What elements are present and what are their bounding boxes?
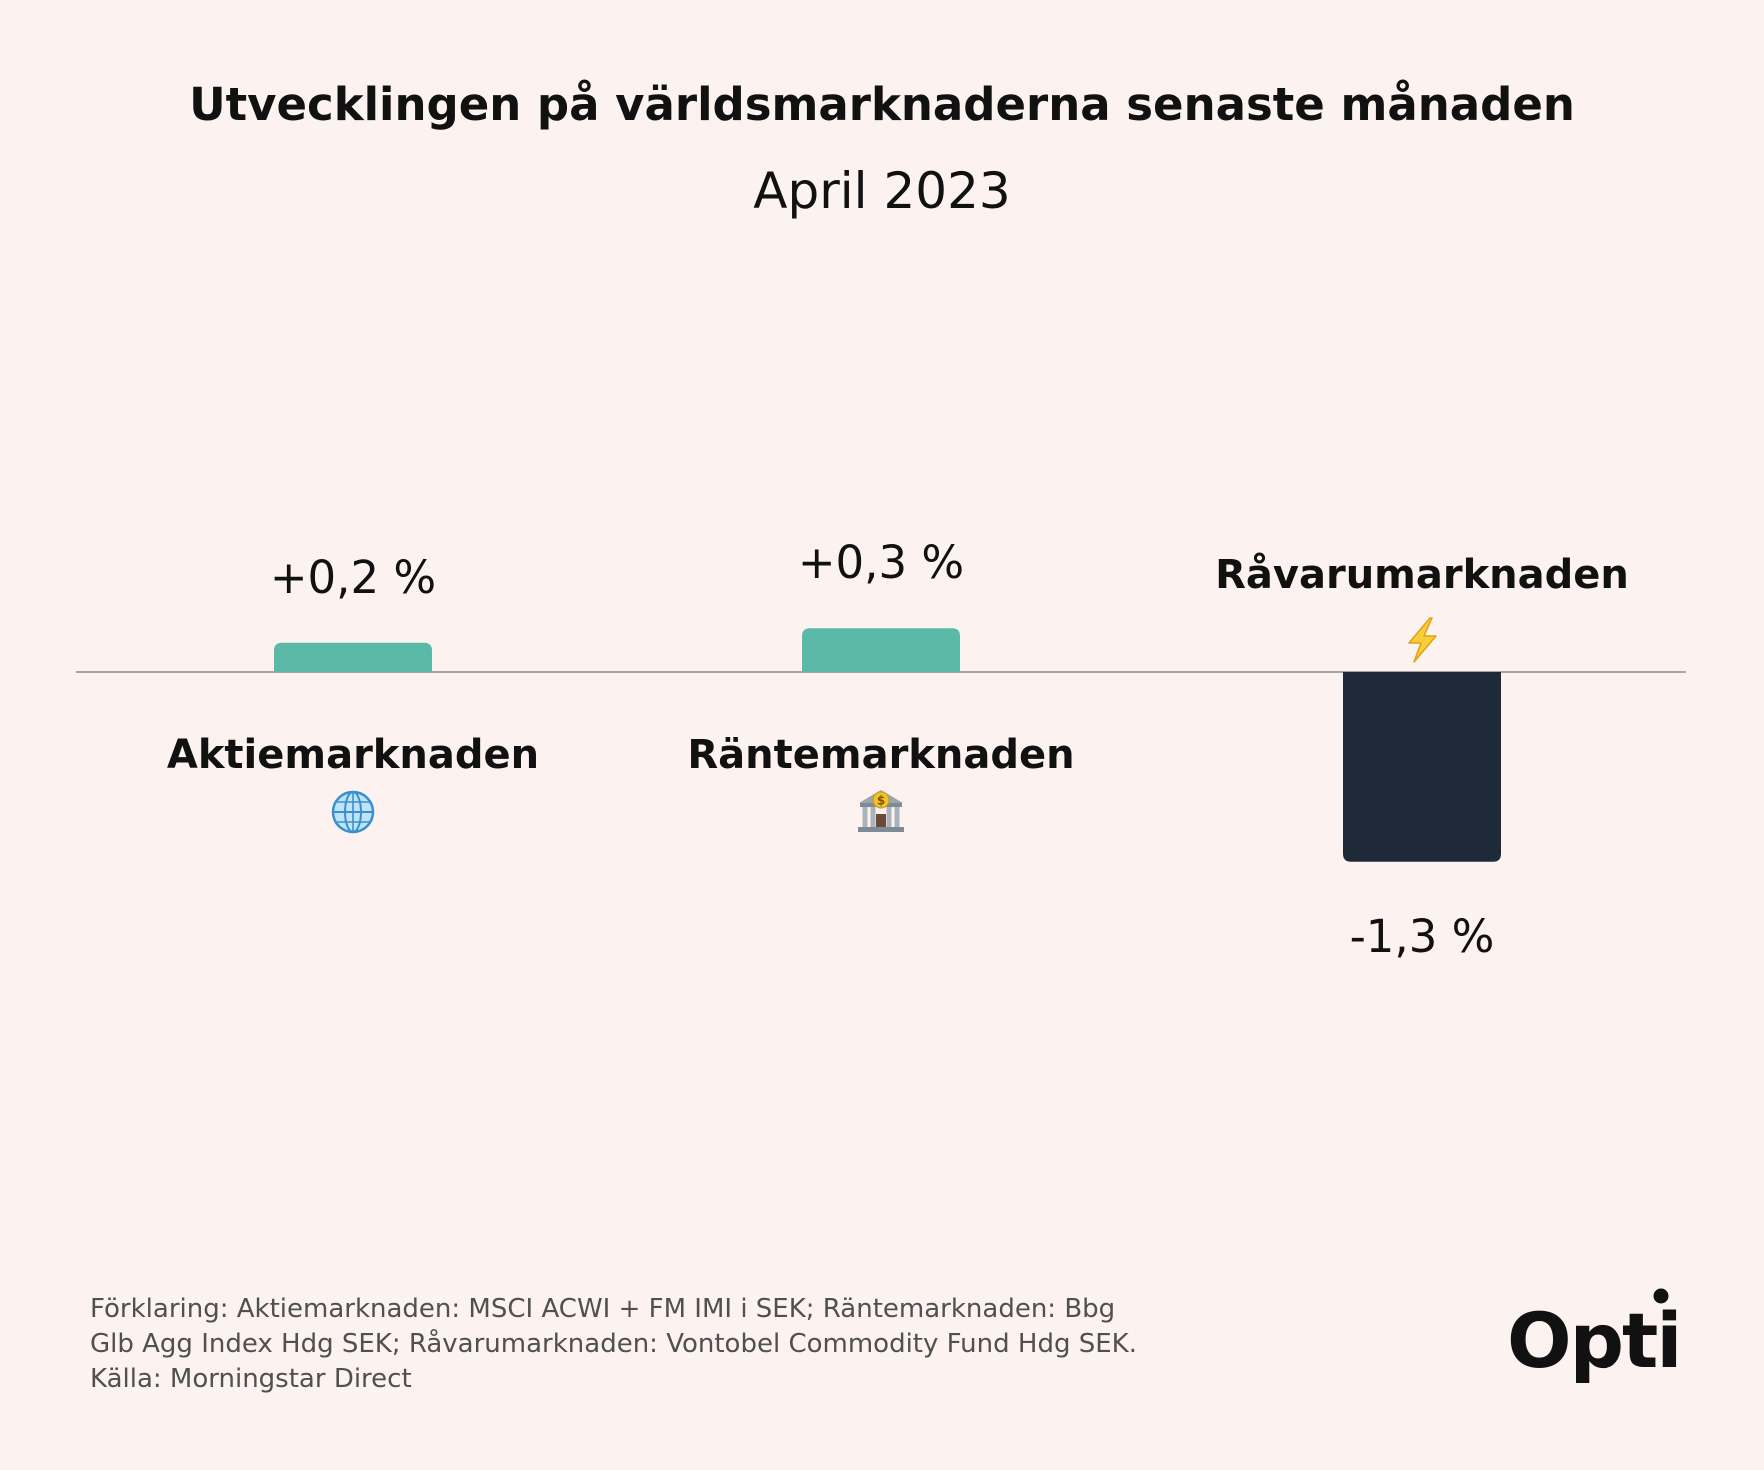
svg-text:$: $ (877, 794, 885, 808)
opti-logo: Opti (1507, 1288, 1682, 1385)
value-label: +0,2 % (270, 551, 436, 604)
category-label: Aktiemarknaden (167, 732, 539, 778)
opti-logo-text: Opti (1507, 1296, 1680, 1385)
footnote-line: Förklaring: Aktiemarknaden: MSCI ACWI + … (90, 1294, 1116, 1324)
category-label: Råvarumarknaden (1215, 551, 1629, 598)
labels-layer: +0,2 % Aktiemarknaden +0,3 % Räntemarknaden… (167, 536, 1629, 963)
footnote: Förklaring: Aktiemarknaden: MSCI ACWI + … (90, 1292, 1320, 1397)
globe-icon (331, 790, 375, 834)
bank-icon: $ (858, 790, 904, 832)
category-label: Räntemarknaden (687, 732, 1074, 778)
footnote-line: Glb Agg Index Hdg SEK; Råvarumarknaden: … (90, 1329, 1137, 1359)
logo-dot (1653, 1288, 1669, 1304)
value-label: +0,3 % (798, 536, 964, 589)
lightning-icon (1408, 617, 1437, 663)
chart-title: Utvecklingen på världsmarknaderna senast… (189, 78, 1575, 131)
value-label: -1,3 % (1350, 910, 1495, 963)
bar-aktiemarknaden (274, 642, 432, 672)
bars-layer (274, 628, 1501, 862)
bar-råvarumarknaden (1343, 672, 1501, 862)
bar-räntemarknaden (802, 628, 960, 672)
chart-subtitle: April 2023 (753, 162, 1011, 220)
footnote-line: Källa: Morningstar Direct (90, 1364, 412, 1394)
